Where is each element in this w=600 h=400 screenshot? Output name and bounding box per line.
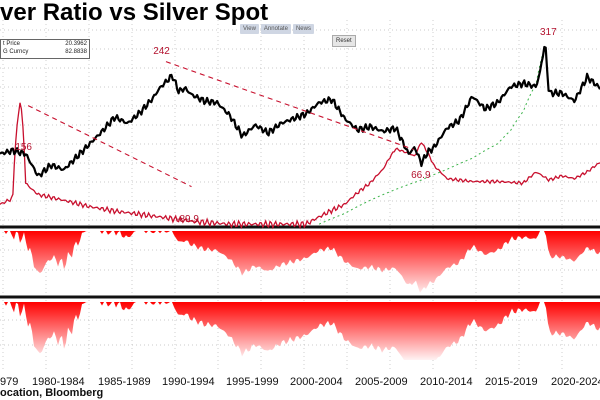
toolbar-button-annotate[interactable]: Annotate	[260, 24, 291, 34]
legend-row-price: t Price 20.3962	[1, 40, 89, 48]
series-lines	[0, 45, 600, 230]
legend-box: t Price 20.3962 G Curncy 82.8838	[0, 39, 90, 59]
trend-arrow-decline	[27, 105, 192, 188]
legend-value: 82.8838	[65, 49, 87, 55]
legend-value: 20.3962	[65, 41, 87, 47]
annotation-label: 242	[153, 46, 170, 57]
annotation-label: -89.9	[176, 214, 199, 225]
x-tick-label: 1980-1984	[32, 376, 85, 388]
drawdown-area-lower	[0, 302, 600, 360]
series-green-trend	[318, 54, 544, 225]
toolbar-button-news[interactable]: News	[292, 24, 314, 34]
source-note: ocation, Bloomberg	[0, 387, 104, 399]
x-tick-label: 2010-2014	[420, 376, 473, 388]
x-axis-labels: 979 1980-1984 1985-1989 1990-1994 1995-1999 2…	[0, 376, 600, 388]
reset-button[interactable]: Reset	[332, 35, 356, 47]
x-tick-label: 2000-2004	[290, 376, 343, 388]
drawdown-area-upper	[0, 231, 600, 293]
series-black-line	[0, 45, 600, 178]
x-tick-label: 2015-2019	[485, 376, 538, 388]
x-tick-label: 2020-2024	[551, 376, 600, 388]
annotation-label: 156	[15, 142, 32, 153]
x-tick-label: 1995-1999	[226, 376, 279, 388]
chart-title: ver Ratio vs Silver Spot	[0, 0, 269, 26]
grid-lines	[0, 20, 600, 372]
drawdown-panels	[0, 231, 600, 360]
x-tick-label: 1985-1989	[98, 376, 151, 388]
annotations: 242 156 -89.9 66.9 317	[15, 27, 557, 225]
legend-row-ratio: G Curncy 82.8838	[1, 48, 89, 56]
annotation-label: 66.9	[411, 170, 431, 181]
toolbar-button-view[interactable]: View	[240, 24, 259, 34]
trend-arrow-down	[165, 61, 414, 150]
x-tick-label: 1990-1994	[162, 376, 215, 388]
x-tick-label: 979	[0, 376, 18, 388]
chart-toolbar: View Annotate News	[240, 24, 314, 34]
series-red-line	[0, 102, 600, 230]
legend-label: G Curncy	[3, 49, 29, 55]
legend-label: t Price	[3, 41, 21, 47]
x-tick-label: 2005-2009	[355, 376, 408, 388]
annotation-label: 317	[540, 27, 557, 38]
